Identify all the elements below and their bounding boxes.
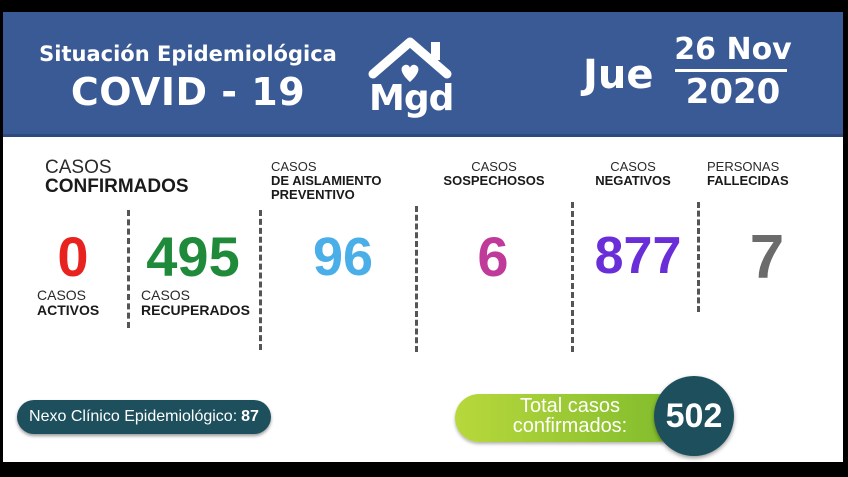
divider	[259, 210, 262, 350]
nexo-value: 87	[241, 408, 259, 425]
aislamiento-label: CASOS DE AISLAMIENTO PREVENTIVO	[271, 159, 382, 202]
header-banner: Situación Epidemiológica COVID - 19 Mgd …	[3, 12, 843, 137]
divider	[127, 210, 130, 328]
total-value: 502	[654, 376, 734, 456]
sospechosos-value: 6	[477, 225, 509, 288]
activos-value: 0	[57, 225, 89, 288]
header-title: Situación Epidemiológica	[39, 42, 337, 66]
nexo-label: Nexo Clínico Epidemiológico:	[29, 408, 238, 425]
header-subtitle: COVID - 19	[70, 70, 306, 114]
date-day-month: 26 Nov	[674, 32, 792, 67]
covid-report-card: Situación Epidemiológica COVID - 19 Mgd …	[3, 12, 843, 462]
date-divider	[675, 69, 787, 72]
negativos-value: 877	[594, 227, 682, 285]
negativos-label: CASOS NEGATIVOS	[595, 159, 671, 188]
total-label: Total casos confirmados:	[512, 395, 628, 437]
date-year: 2020	[685, 72, 781, 112]
divider	[571, 202, 574, 352]
house-heart-icon	[368, 37, 452, 82]
aislamiento-value: 96	[312, 227, 374, 287]
sospechosos-label: CASOS SOSPECHOSOS	[443, 159, 545, 188]
recuperados-label: CASOS RECUPERADOS	[141, 287, 250, 318]
day-label: Jue	[583, 52, 654, 98]
mgd-logo: Mgd	[361, 34, 459, 128]
divider	[697, 202, 700, 312]
total-pill	[455, 394, 681, 442]
activos-label: CASOS ACTIVOS	[37, 287, 100, 318]
nexo-badge: Nexo Clínico Epidemiológico: 87	[17, 400, 271, 434]
confirmados-label: CASOS CONFIRMADOS	[45, 157, 189, 197]
recuperados-value: 495	[146, 225, 240, 288]
logo-text: Mgd	[369, 78, 454, 119]
divider	[415, 206, 418, 352]
fallecidas-value: 7	[749, 223, 785, 292]
fallecidas-label: PERSONAS FALLECIDAS	[707, 159, 789, 188]
